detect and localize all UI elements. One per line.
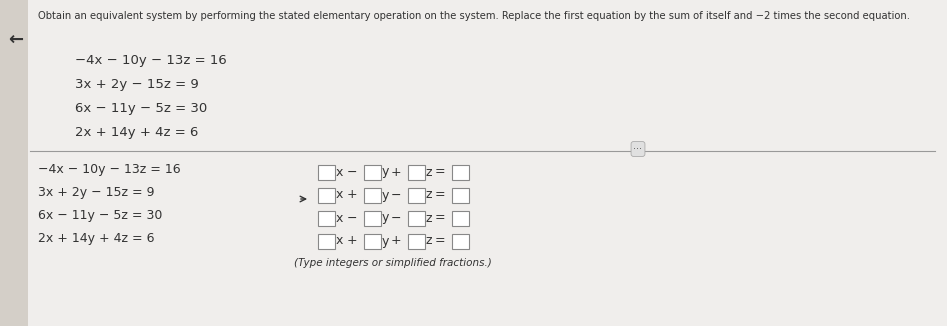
Text: x: x (336, 166, 344, 179)
Text: 3x + 2y − 15z = 9: 3x + 2y − 15z = 9 (38, 186, 154, 199)
Text: (Type integers or simplified fractions.): (Type integers or simplified fractions.) (295, 258, 491, 268)
Text: ···: ··· (634, 144, 642, 154)
FancyBboxPatch shape (364, 233, 381, 248)
Text: z: z (426, 212, 433, 225)
Text: 6x − 11y − 5z = 30: 6x − 11y − 5z = 30 (75, 102, 207, 115)
Text: +: + (347, 188, 357, 201)
Text: y: y (382, 212, 389, 225)
Text: −4x − 10y − 13z = 16: −4x − 10y − 13z = 16 (38, 163, 181, 176)
FancyBboxPatch shape (407, 187, 424, 202)
FancyBboxPatch shape (452, 165, 469, 180)
Text: =: = (435, 188, 445, 201)
Text: 2x + 14y + 4z = 6: 2x + 14y + 4z = 6 (38, 232, 154, 245)
Text: y: y (382, 166, 389, 179)
Text: −: − (347, 166, 357, 179)
Text: z: z (426, 166, 433, 179)
Text: Obtain an equivalent system by performing the stated elementary operation on the: Obtain an equivalent system by performin… (38, 11, 910, 21)
FancyBboxPatch shape (317, 165, 334, 180)
Text: =: = (435, 212, 445, 225)
FancyBboxPatch shape (452, 187, 469, 202)
Text: y: y (382, 188, 389, 201)
Bar (0, 0, 28, 326)
Text: x: x (336, 188, 344, 201)
Text: 6x − 11y − 5z = 30: 6x − 11y − 5z = 30 (38, 209, 162, 222)
FancyBboxPatch shape (364, 187, 381, 202)
Text: =: = (435, 166, 445, 179)
FancyBboxPatch shape (407, 211, 424, 226)
Text: 2x + 14y + 4z = 6: 2x + 14y + 4z = 6 (75, 126, 198, 139)
FancyBboxPatch shape (407, 233, 424, 248)
Text: z: z (426, 234, 433, 247)
Text: x: x (336, 234, 344, 247)
Text: +: + (391, 166, 402, 179)
FancyBboxPatch shape (317, 187, 334, 202)
Text: y: y (382, 234, 389, 247)
Text: ←: ← (9, 31, 24, 49)
FancyBboxPatch shape (364, 211, 381, 226)
Text: −: − (391, 212, 402, 225)
Text: −: − (391, 188, 402, 201)
Text: −: − (347, 212, 357, 225)
FancyBboxPatch shape (317, 211, 334, 226)
Text: −4x − 10y − 13z = 16: −4x − 10y − 13z = 16 (75, 54, 226, 67)
Text: +: + (347, 234, 357, 247)
Text: z: z (426, 188, 433, 201)
Text: =: = (435, 234, 445, 247)
FancyBboxPatch shape (452, 211, 469, 226)
Text: 3x + 2y − 15z = 9: 3x + 2y − 15z = 9 (75, 78, 199, 91)
Text: +: + (391, 234, 402, 247)
FancyBboxPatch shape (407, 165, 424, 180)
FancyBboxPatch shape (452, 233, 469, 248)
FancyBboxPatch shape (317, 233, 334, 248)
FancyBboxPatch shape (364, 165, 381, 180)
Text: x: x (336, 212, 344, 225)
